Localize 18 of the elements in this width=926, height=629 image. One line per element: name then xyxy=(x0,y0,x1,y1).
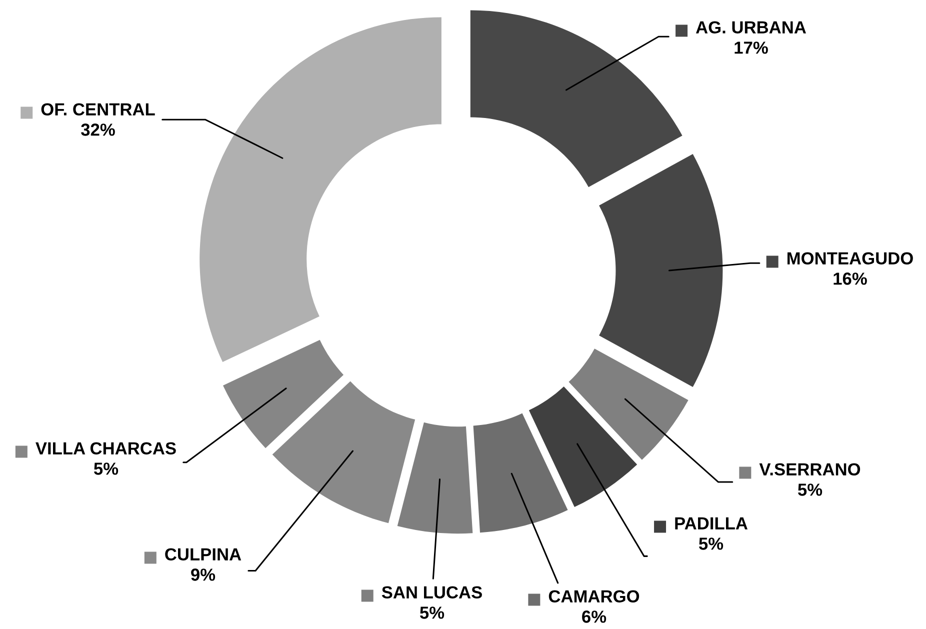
data-label: 5% xyxy=(420,606,444,619)
data-label: 16% xyxy=(834,272,867,285)
legend-label: OF. CENTRAL xyxy=(41,103,155,116)
legend-label: VILLA CHARCAS xyxy=(36,442,176,454)
legend-label: AG. URBANA xyxy=(696,21,806,34)
legend-label: MONTEAGUDO xyxy=(788,252,913,264)
data-label: 6% xyxy=(582,610,606,623)
data-label: 5% xyxy=(94,462,118,475)
data-label: 5% xyxy=(698,538,724,550)
data-label: 17% xyxy=(734,42,768,54)
data-label: 32% xyxy=(81,124,115,136)
legend-label: CAMARGO xyxy=(548,590,640,602)
legend-label: PADILLA xyxy=(675,517,748,530)
legend-label: SAN LUCAS xyxy=(382,586,482,598)
data-label: 9% xyxy=(191,568,216,581)
legend-label: V.SERRANO xyxy=(759,463,860,476)
legend-label: CULPINA xyxy=(165,548,242,560)
data-label: 5% xyxy=(798,484,822,496)
